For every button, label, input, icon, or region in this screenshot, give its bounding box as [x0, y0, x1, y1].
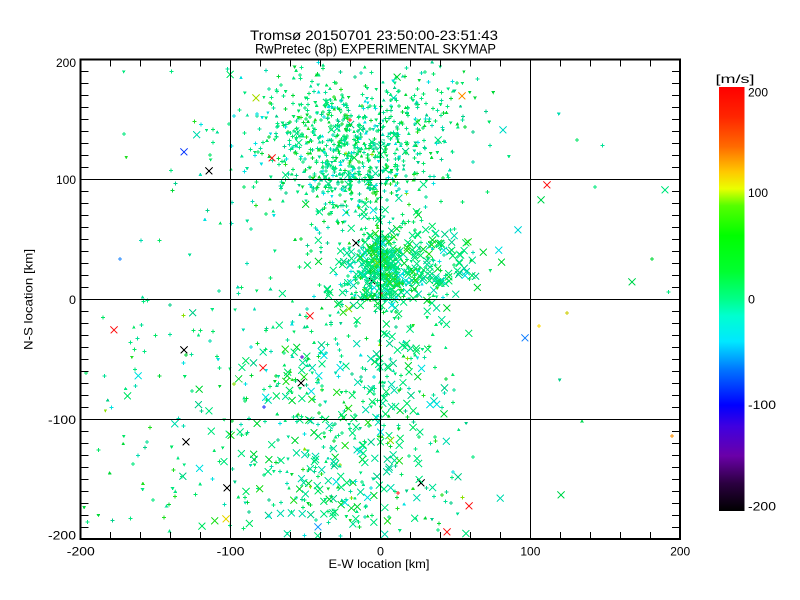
- svg-text:0: 0: [69, 293, 76, 307]
- svg-text:N-S location [km]: N-S location [km]: [22, 249, 36, 350]
- svg-text:100: 100: [56, 173, 76, 187]
- svg-text:100: 100: [748, 186, 768, 200]
- svg-text:-200: -200: [48, 529, 76, 543]
- svg-text:[m/s]: [m/s]: [716, 72, 755, 86]
- svg-text:-100: -100: [48, 413, 76, 427]
- svg-text:200: 200: [748, 86, 768, 100]
- svg-text:200: 200: [670, 545, 690, 559]
- svg-text:0: 0: [748, 293, 755, 307]
- svg-text:100: 100: [520, 545, 540, 559]
- svg-text:E-W location [km]: E-W location [km]: [329, 557, 430, 571]
- svg-text:0: 0: [377, 545, 384, 559]
- svg-text:Tromsø 20150701 23:50:00-23:51: Tromsø 20150701 23:50:00-23:51:43: [250, 27, 498, 43]
- svg-text:-200: -200: [748, 500, 776, 514]
- svg-text:RwPretec (8p) EXPERIMENTAL SKY: RwPretec (8p) EXPERIMENTAL SKYMAP: [255, 41, 496, 57]
- svg-text:200: 200: [56, 56, 76, 70]
- svg-text:-200: -200: [67, 545, 95, 559]
- svg-text:-100: -100: [748, 398, 776, 412]
- svg-text:-100: -100: [217, 545, 245, 559]
